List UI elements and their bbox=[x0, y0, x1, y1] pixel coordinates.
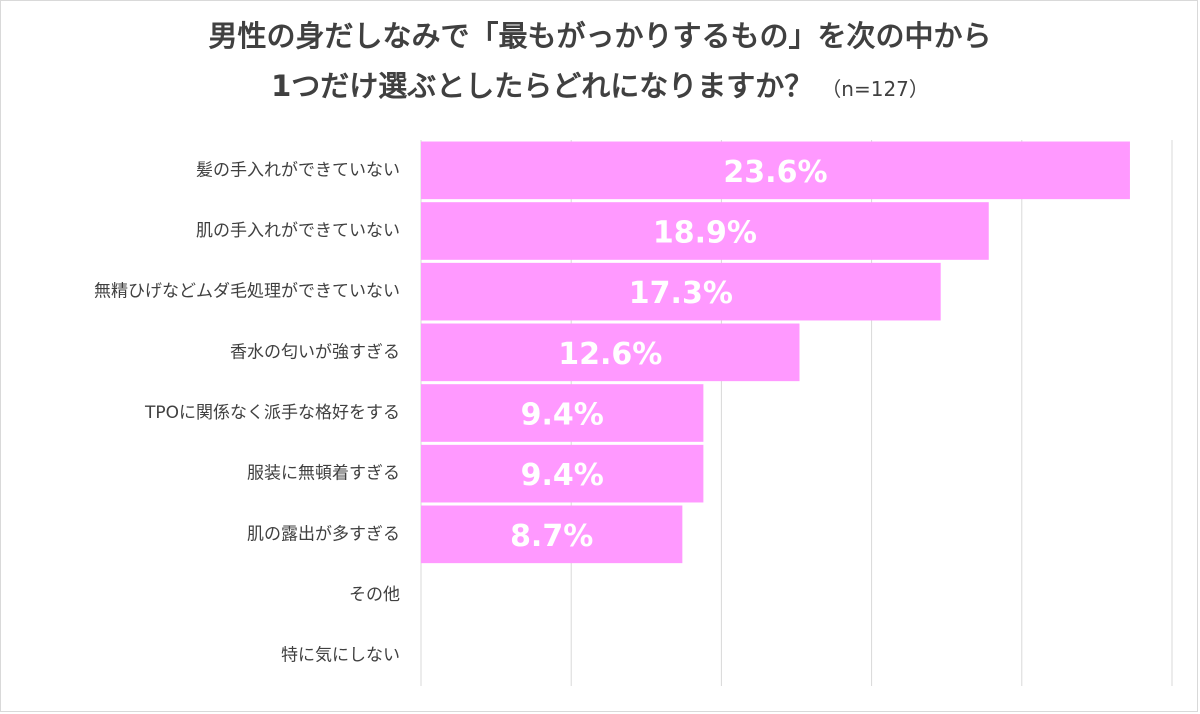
category-label: 髪の手入れができていない bbox=[196, 160, 400, 180]
category-label: TPOに関係なく派手な格好をする bbox=[144, 403, 400, 423]
bars bbox=[421, 141, 1130, 564]
data-label: 17.3% bbox=[629, 276, 733, 311]
data-label: 8.7% bbox=[510, 519, 593, 554]
bar bbox=[421, 323, 800, 382]
category-label: その他 bbox=[349, 585, 400, 605]
data-label: 12.6% bbox=[558, 337, 662, 372]
category-label: 服装に無頓着すぎる bbox=[247, 464, 400, 484]
chart-title-line2: 1つだけ選ぶとしたらどれになりますか？ （n=127） bbox=[0, 72, 1200, 101]
data-label: 9.4% bbox=[521, 398, 604, 433]
category-label: 無精ひげなどムダ毛処理ができていない bbox=[94, 282, 400, 302]
bar bbox=[421, 505, 683, 564]
data-label: 18.9% bbox=[653, 216, 757, 251]
category-label: 香水の匂いが強すぎる bbox=[230, 342, 400, 362]
bar bbox=[421, 262, 941, 321]
chart-title-text-1: 男性の身だしなみで「最もがっかりするもの」を次の中から bbox=[208, 19, 992, 53]
category-labels: 髪の手入れができていない肌の手入れができていない無精ひげなどムダ毛処理ができてい… bbox=[94, 160, 400, 665]
category-label: 特に気にしない bbox=[281, 646, 400, 666]
chart-subtitle: （n=127） bbox=[821, 77, 929, 101]
bar bbox=[421, 444, 704, 503]
data-label: 23.6% bbox=[723, 155, 827, 190]
category-label: 肌の手入れができていない bbox=[196, 221, 400, 241]
category-label: 肌の露出が多すぎる bbox=[247, 524, 400, 544]
chart-title-line1: 男性の身だしなみで「最もがっかりするもの」を次の中から bbox=[0, 22, 1200, 51]
chart-title-text-2: 1つだけ選ぶとしたらどれになりますか？ bbox=[271, 69, 814, 103]
data-labels: 23.6% 18.9% 17.3% 12.6% 9.4% 9.4% 8.7% bbox=[510, 155, 827, 554]
bar bbox=[421, 202, 989, 260]
bar bbox=[421, 141, 1130, 200]
bar bbox=[421, 384, 704, 442]
data-label: 9.4% bbox=[521, 458, 604, 493]
